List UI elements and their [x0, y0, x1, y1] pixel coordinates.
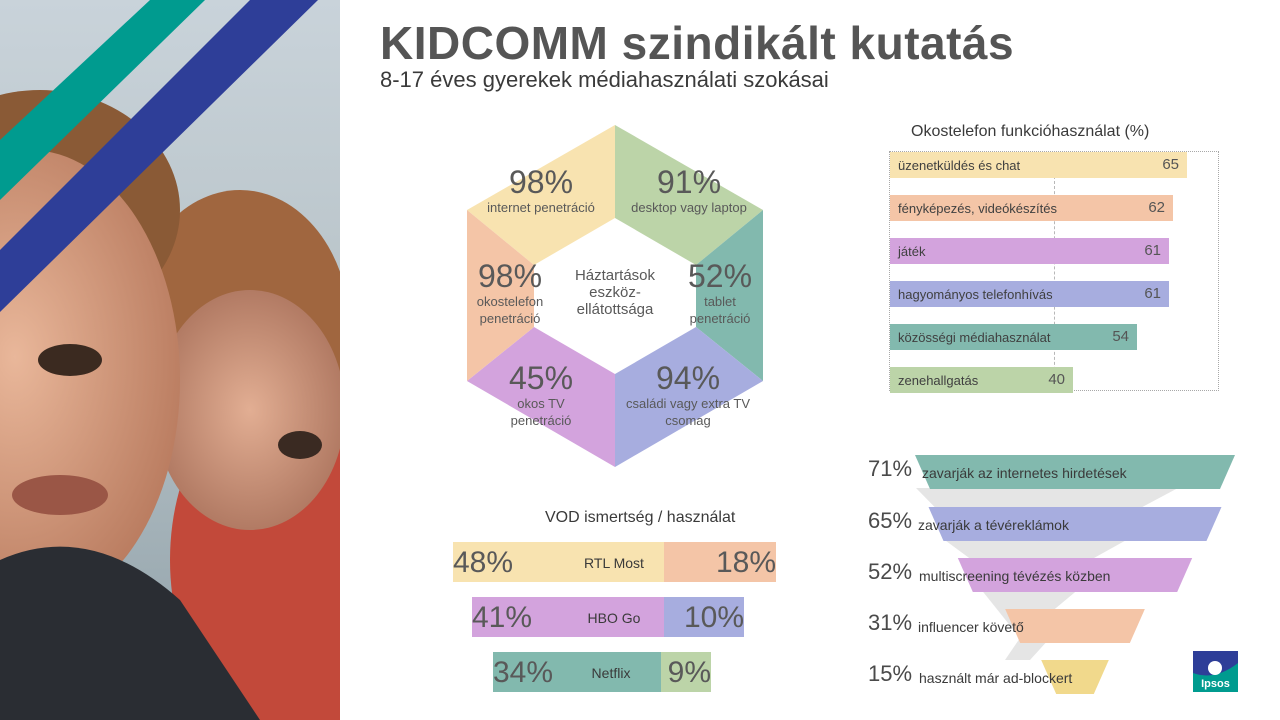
hex-segment-smartphone: [467, 210, 534, 381]
funnel-bar: [928, 507, 1222, 541]
smartphone-bar-value: 61: [1144, 242, 1161, 259]
vod-usage-value: 18%: [715, 546, 776, 579]
hex-label-internet: 98% internet penetráció: [487, 164, 595, 215]
hex-label-tablet: 52% tablet penetráció: [687, 258, 753, 326]
ipsos-logo: Ipsos: [1193, 651, 1238, 692]
hex-segment-internet: [467, 125, 615, 265]
hex-label-smart-tv: 45% okos TV penetráció: [508, 360, 574, 428]
hex-segment-tablet: [696, 210, 763, 381]
smartphone-bar-value: 54: [1112, 328, 1129, 345]
funnel-percent: 71%: [868, 456, 913, 481]
vod-service-name: RTL Most: [584, 555, 644, 571]
funnel-percent: 15%: [868, 661, 913, 686]
smartphone-bar-label: játék: [898, 244, 926, 259]
funnel-label: influencer követő: [918, 619, 1024, 635]
vod-awareness-value: 48%: [453, 546, 514, 579]
vod-awareness-bar: 48%: [453, 542, 664, 582]
funnel-bar: [1041, 660, 1109, 694]
funnel-label: használt már ad-blockert: [919, 670, 1073, 686]
smartphone-bar-value: 61: [1144, 285, 1161, 302]
smartphone-bar: üzenetküldés és chat 65: [890, 152, 1187, 178]
vod-usage-bar: 18%: [664, 542, 776, 582]
hex-label-desktop: 91% desktop vagy laptop: [631, 164, 747, 215]
vod-awareness-value: 34%: [493, 656, 554, 689]
smartphone-bar-label: üzenetküldés és chat: [898, 158, 1021, 173]
hex-segment-smart-tv: [467, 327, 615, 467]
hex-label-tv-package: 94% családi vagy extra TV csomag: [625, 360, 751, 428]
smartphone-bar: játék 61: [890, 238, 1169, 264]
smartphone-bar-label: zenehallgatás: [898, 373, 979, 388]
page-subtitle: 8-17 éves gyerekek médiahasználati szoká…: [380, 67, 829, 92]
funnel-percent: 65%: [868, 508, 913, 533]
device-hexagon: 98% internet penetráció 91% desktop vagy…: [467, 125, 763, 467]
smartphone-bar-label: hagyományos telefonhívás: [898, 287, 1053, 302]
vod-usage-bar: 9%: [661, 652, 711, 692]
vod-usage-value: 10%: [683, 601, 744, 634]
smartphone-bar: közösségi médiahasználat 54: [890, 324, 1137, 350]
vod-awareness-bar: 41%: [472, 597, 664, 637]
vod-awareness-bar: 34%: [493, 652, 661, 692]
hex-segment-desktop: [615, 125, 763, 265]
smartphone-bar-label: közösségi médiahasználat: [898, 330, 1051, 345]
vod-service-name: HBO Go: [587, 610, 641, 626]
hex-center-label: Háztartások eszköz-ellátottsága: [574, 267, 656, 318]
hex-segment-tv-package: [615, 327, 763, 467]
funnel-bar: [915, 455, 1235, 489]
funnel-label: zavarják az internetes hirdetések: [922, 465, 1127, 481]
funnel-percent: 52%: [868, 559, 913, 584]
smartphone-bar-value: 65: [1162, 156, 1179, 173]
svg-text:Ipsos: Ipsos: [1201, 678, 1230, 690]
page-title: KIDCOMM szindikált kutatás: [380, 17, 1015, 69]
vod-awareness-value: 41%: [472, 601, 533, 634]
vod-usage-value: 9%: [667, 656, 711, 689]
funnel-percent: 31%: [868, 610, 913, 635]
funnel-bar: [957, 558, 1193, 592]
vod-service-name: Netflix: [591, 665, 631, 681]
vod-usage-bar: 10%: [664, 597, 744, 637]
smartphone-bar: fényképezés, videókészítés 62: [890, 195, 1173, 221]
smartphone-chart-title: Okostelefon funkcióhasználat (%): [911, 123, 1150, 140]
smartphone-bar-value: 62: [1148, 199, 1165, 216]
funnel-label: multiscreening tévézés közben: [919, 568, 1111, 584]
funnel-bar: [1005, 609, 1145, 643]
hex-label-smartphone: 98% okostelefon penetráció: [476, 258, 544, 326]
smartphone-bar-value: 40: [1048, 371, 1065, 388]
smartphone-bar: zenehallgatás 40: [890, 367, 1073, 393]
smartphone-bar-label: fényképezés, videókészítés: [898, 201, 1057, 216]
smartphone-bar: hagyományos telefonhívás 61: [890, 281, 1169, 307]
vod-chart-title: VOD ismertség / használat: [545, 509, 736, 526]
children-photo: [0, 0, 340, 720]
funnel-label: zavarják a tévéreklámok: [918, 517, 1069, 533]
